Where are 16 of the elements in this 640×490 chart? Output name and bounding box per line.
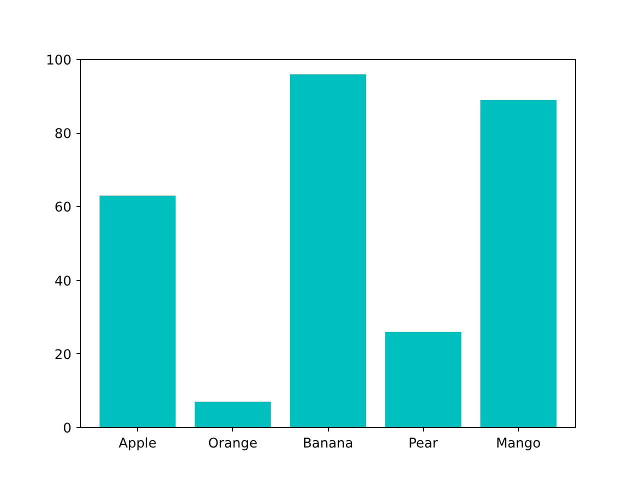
x-tick-label: Banana bbox=[302, 436, 354, 452]
y-tick-label: 60 bbox=[54, 200, 72, 216]
y-tick-label: 80 bbox=[54, 127, 72, 142]
bar bbox=[385, 332, 462, 428]
bar bbox=[100, 196, 176, 428]
x-tick-label: Apple bbox=[118, 436, 157, 452]
y-tick-label: 40 bbox=[54, 274, 72, 290]
y-tick-label: 20 bbox=[54, 348, 72, 363]
x-tick-label: Pear bbox=[408, 436, 438, 452]
x-tick-label: Orange bbox=[208, 436, 258, 452]
x-tick-label: Mango bbox=[496, 436, 541, 452]
bar bbox=[290, 74, 366, 428]
bar bbox=[480, 100, 556, 428]
y-tick-label: 100 bbox=[46, 54, 72, 68]
bar bbox=[194, 402, 271, 428]
y-tick-label: 0 bbox=[63, 422, 72, 436]
